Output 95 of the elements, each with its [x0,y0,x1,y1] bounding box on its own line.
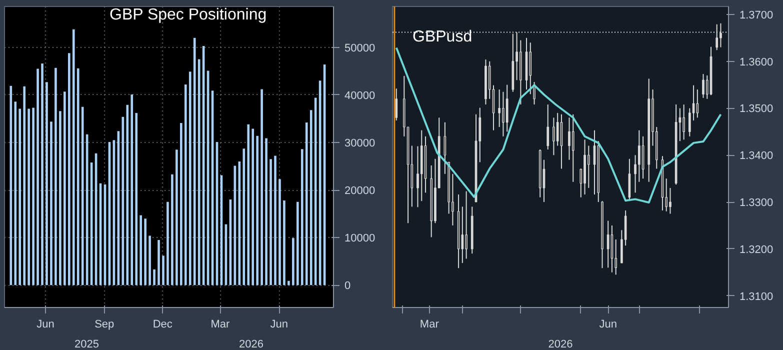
bar [23,86,26,286]
y-tick-label: 1.3300 [740,197,774,210]
bar [10,86,12,286]
bar [292,238,294,286]
bar [265,138,268,286]
bar [144,218,146,286]
bar [36,68,39,286]
candlestick [638,130,640,182]
bar [247,124,250,286]
bar [59,111,62,286]
candlestick [506,84,508,132]
y-tick-label: 30000 [344,137,376,150]
y-tick-label: 0 [344,280,351,292]
candlestick [628,158,631,202]
bar [126,104,129,286]
bar [153,269,156,286]
y-tick-label: 1.3700 [740,9,774,22]
candlestick [696,88,699,118]
candlestick [552,117,555,156]
candlestick [461,206,464,264]
y-tick-label: 20000 [344,185,376,198]
bar [296,202,299,286]
bar [180,123,182,286]
bar [283,200,286,286]
line-series [395,46,722,204]
bar [176,150,178,286]
candlestick [568,117,570,160]
bar [68,53,70,286]
bar [76,68,80,286]
candlestick [556,112,559,146]
bar [193,38,196,286]
bar [64,92,66,286]
bar [171,174,174,286]
y-tick-label: 50000 [344,42,376,54]
y-tick-label: 1.3500 [740,103,774,116]
bar [166,202,169,286]
x-tick-label: Sep [94,318,114,330]
candlestick [502,91,504,137]
bar [41,64,44,286]
candlestick [606,220,610,268]
bar [50,122,52,286]
x-tick-label: Jun [599,318,617,330]
y-tick-label: 1.3600 [740,56,774,68]
x-tick-label: Jun [36,318,54,330]
bar [300,149,304,286]
bar [278,179,281,286]
bar [260,89,263,286]
candlestick [416,146,419,208]
candlestick [498,88,500,128]
y-tick-label: 40000 [344,90,376,102]
bar [305,122,308,286]
bar [274,156,276,286]
x-tick-label: Mar [210,318,230,330]
bar [184,84,187,286]
bar [256,136,258,286]
bar [140,215,142,286]
candlestick [395,88,398,121]
y-tick-label: 10000 [344,232,376,245]
candlestick [587,145,590,188]
bar [72,29,75,286]
y-tick-label: 1.3400 [740,150,774,162]
bar [18,108,22,286]
candlestick [546,104,550,150]
bar [252,128,254,286]
x-tick-label: Jun [270,318,288,330]
candlestick [702,74,704,98]
bar [148,236,151,286]
x-tick-label: Dec [152,318,173,330]
bar [14,102,17,286]
candlestick [669,187,672,214]
bar [54,68,57,286]
candlestick [682,104,686,140]
chart-title: GBP Spec Positioning [110,6,267,24]
y-tick-label: 1.3200 [740,244,774,256]
bar [162,256,164,286]
text: GBPusd [412,28,472,46]
bar [135,113,138,286]
bar [28,108,30,286]
bar [130,94,134,286]
y-tick-label: 1.3100 [740,290,774,303]
bar [158,240,160,286]
text: 2026 [548,338,573,350]
bar [270,159,272,286]
text: 2025 [74,338,99,350]
bar [188,72,192,286]
bar [32,108,34,286]
candlestick [444,122,446,174]
candlestick [529,42,532,95]
bar [46,82,48,286]
candlestick [465,190,468,260]
x-tick-label: Mar [420,318,440,330]
bar [242,148,246,286]
candlestick [572,114,574,182]
text: 2026 [239,338,264,350]
bar [288,280,290,286]
